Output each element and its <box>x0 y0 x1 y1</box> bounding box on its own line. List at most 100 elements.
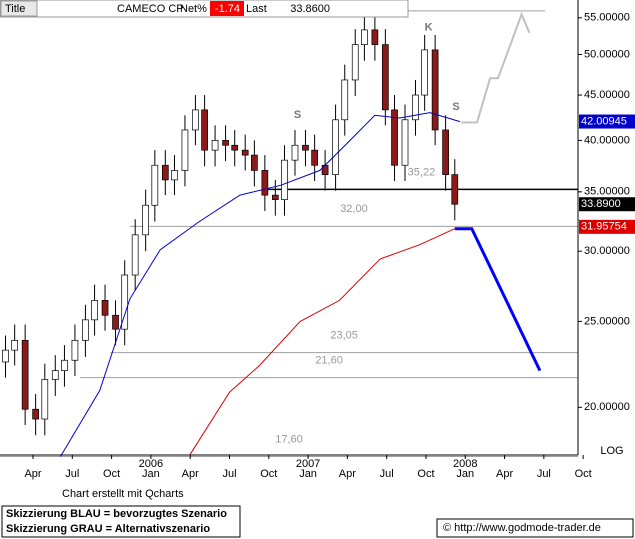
candle-body <box>451 174 459 205</box>
line <box>60 112 461 457</box>
candle-body <box>291 144 299 161</box>
x-tick-label: Oct <box>103 468 120 480</box>
candle-body <box>181 129 189 171</box>
price-tag-label: 33.8900 <box>581 198 621 210</box>
legend-text: Skizzierung GRAU = Alternativszenario <box>6 523 210 535</box>
candle-body <box>311 149 318 166</box>
x-tick-label: Jan <box>299 468 317 480</box>
header-last-label: Last <box>246 3 267 15</box>
annotation: S <box>294 109 301 121</box>
x-tick-label: Jul <box>537 468 551 480</box>
price-tag-label: 31.95754 <box>581 221 627 233</box>
x-tick-label: Apr <box>182 468 199 480</box>
level-label: 17,60 <box>275 433 303 445</box>
candle-body <box>21 339 29 410</box>
candle-body <box>121 274 129 330</box>
header-net-label: Net% <box>180 3 207 15</box>
candle-body <box>151 164 159 206</box>
x-tick-label: Apr <box>339 468 356 480</box>
header-symbol: CAMECO CP <box>117 3 184 15</box>
legend-box <box>1 505 241 538</box>
annotation: S <box>452 101 459 113</box>
level-label: 35,22 <box>408 166 436 178</box>
candle-body <box>131 234 139 276</box>
annotation: K <box>425 22 433 34</box>
price-tag <box>579 219 635 234</box>
y-tick-label: 25.00000 <box>584 315 630 327</box>
candle-body <box>421 49 429 96</box>
copyright-box <box>436 518 634 538</box>
line <box>461 11 531 124</box>
y-tick-label: 55.00000 <box>584 12 630 24</box>
candle-body <box>261 170 269 196</box>
header-net: -1.74 <box>215 3 240 15</box>
credit: Chart erstellt mit Qcharts <box>62 488 184 500</box>
x-tick-label: Oct <box>575 468 592 480</box>
x-tick-label: Jul <box>222 468 236 480</box>
candle-body <box>341 79 349 121</box>
candle-body <box>241 149 249 156</box>
candle-body <box>41 379 49 420</box>
header-bar <box>0 0 409 18</box>
y-tick-label: 30.00000 <box>584 245 630 257</box>
candle-body <box>371 29 379 45</box>
y-tick-label: 50.00000 <box>584 48 630 60</box>
x-tick-label: Oct <box>260 468 277 480</box>
year-label: 2006 <box>139 458 163 470</box>
candle-body <box>231 144 239 151</box>
year-label: 2008 <box>453 458 477 470</box>
y-tick-label: 20.00000 <box>584 401 630 413</box>
candle-body <box>161 164 169 181</box>
candle-body <box>361 29 368 45</box>
level-label: 23,05 <box>330 330 358 342</box>
header: Title CAMECO CP Net% -1.74 Last 33.8600 <box>0 0 409 18</box>
header-last: 33.8600 <box>290 3 330 15</box>
x-tick-label: Apr <box>496 468 513 480</box>
copyright: © http://www.godmode-trader.de <box>443 522 601 534</box>
candle-body <box>112 314 119 330</box>
line <box>454 227 542 372</box>
candle-body <box>171 170 178 181</box>
level-label: 32,00 <box>340 203 368 215</box>
line <box>189 228 456 455</box>
x-tick-label: Jul <box>380 468 394 480</box>
candle-body <box>332 119 339 175</box>
candle-body <box>351 44 359 81</box>
candle-body <box>302 144 309 151</box>
legend-text: Skizzierung BLAU = bevorzugtes Szenario <box>6 508 227 520</box>
header-title: Title <box>5 3 25 15</box>
candle-body <box>211 140 219 151</box>
x-tick-label: Jul <box>65 468 79 480</box>
scale-label: LOG <box>600 445 623 457</box>
candle-body <box>61 359 68 371</box>
y-tick-label: 35.00000 <box>584 186 630 198</box>
x-tick-label: Oct <box>417 468 434 480</box>
candle-body <box>222 140 229 146</box>
net-box <box>210 1 244 16</box>
price-tag <box>579 197 635 212</box>
candle-body <box>251 154 258 171</box>
candle-body <box>142 204 150 236</box>
candle-body <box>101 300 109 316</box>
candle-body <box>32 408 39 420</box>
candle-body <box>401 119 409 166</box>
price-tag <box>579 114 635 129</box>
candle-body <box>2 349 9 363</box>
candle-body <box>442 129 449 175</box>
candle-body <box>201 109 208 151</box>
candle-body <box>192 109 199 131</box>
candle-body <box>91 300 98 321</box>
x-tick-label: Apr <box>24 468 41 480</box>
candle-body <box>281 159 288 200</box>
candle-body <box>391 109 398 166</box>
level-label: 21,60 <box>315 355 343 367</box>
candle-body <box>271 194 279 200</box>
candle-body <box>51 370 59 380</box>
candle-body <box>82 319 89 341</box>
candle-body <box>382 44 389 111</box>
candle-body <box>11 339 19 351</box>
candle-body <box>71 339 79 361</box>
